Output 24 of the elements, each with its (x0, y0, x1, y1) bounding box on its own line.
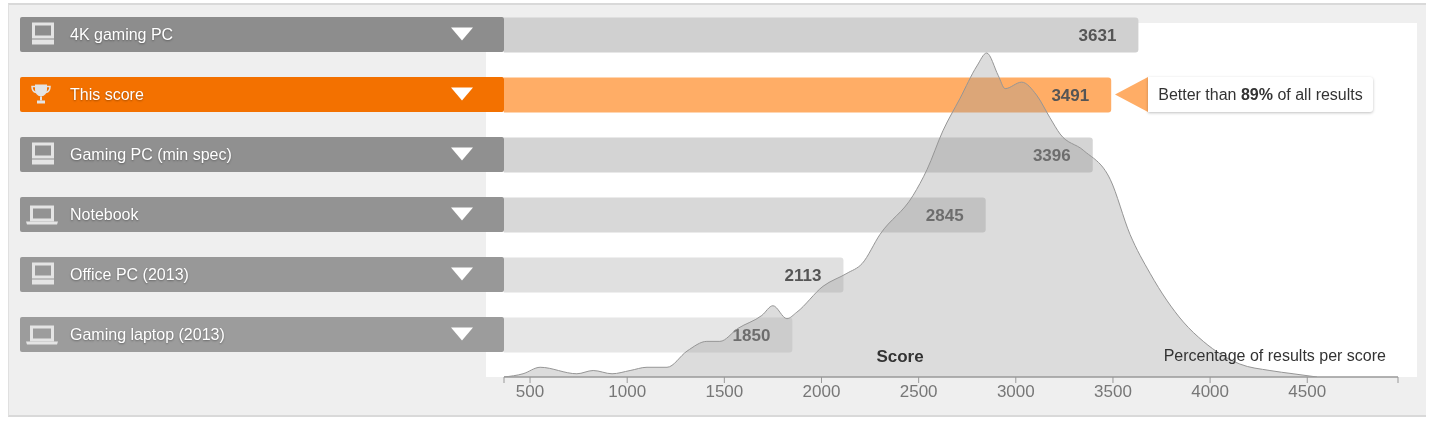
y-tick-label: Office PC (2013) (70, 266, 189, 284)
x-axis-title: Score (876, 347, 924, 366)
data-label: 1850 (732, 326, 771, 346)
y-tick-label: Gaming laptop (2013) (70, 326, 225, 344)
x-tick-label: 500 (515, 382, 545, 402)
data-label: 3491 (1051, 86, 1090, 106)
x-tick-label: 1500 (705, 382, 744, 402)
x-tick-label: 3500 (1094, 382, 1132, 402)
y-tick-label: This score (70, 86, 144, 104)
annotation: Better than 89% of all results (1158, 86, 1363, 103)
y-tick-label: 4K gaming PC (70, 26, 174, 44)
x-tick-label: 4500 (1288, 382, 1327, 402)
x-tick-label: 4000 (1191, 382, 1230, 402)
data-label: 2113 (784, 266, 822, 286)
x-tick-label: 1000 (608, 382, 647, 402)
data-label: 2845 (925, 206, 964, 226)
y-axis-title: Percentage of results per score (1163, 347, 1386, 364)
y-tick-label: Notebook (70, 206, 140, 224)
y-tick-label: Gaming PC (min spec) (70, 146, 232, 164)
x-tick-label: 3000 (996, 382, 1035, 402)
x-tick-label: 2000 (802, 382, 841, 402)
x-tick-label: 2500 (899, 382, 938, 402)
data-label: 3396 (1032, 146, 1071, 166)
data-label: 3631 (1078, 26, 1117, 46)
